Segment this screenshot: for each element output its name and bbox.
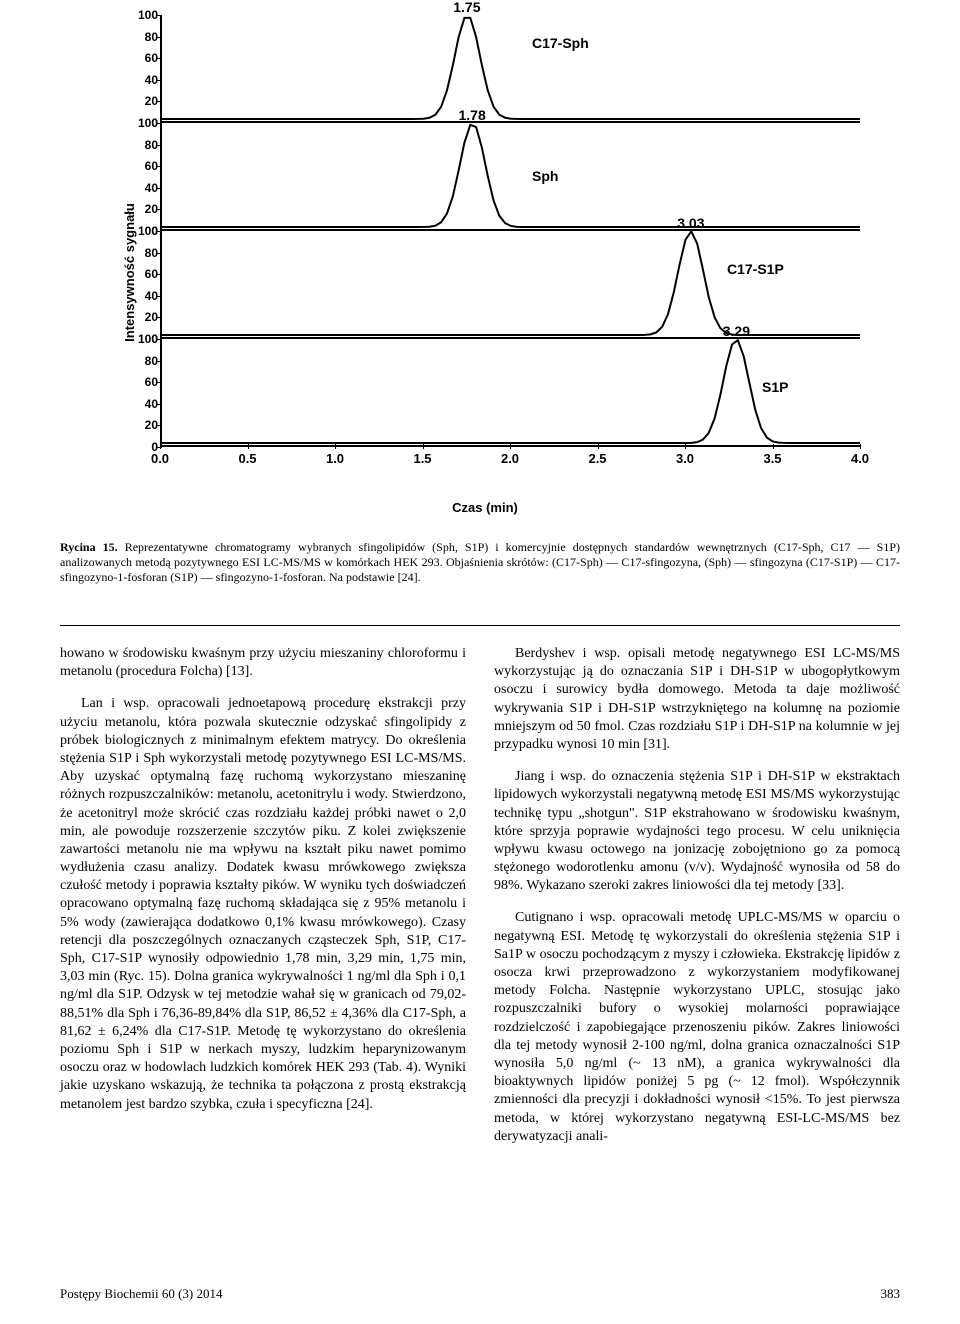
x-tick-label: 2.5 <box>588 451 606 466</box>
x-tick-label: 3.5 <box>763 451 781 466</box>
y-tick-label: 40 <box>130 397 158 411</box>
y-tick-label: 20 <box>130 202 158 216</box>
x-tick-label: 1.0 <box>326 451 344 466</box>
x-tick-label: 2.0 <box>501 451 519 466</box>
x-axis-label: Czas (min) <box>452 500 518 515</box>
y-tick-label: 20 <box>130 94 158 108</box>
body-paragraph: Jiang i wsp. do oznaczenia stężenia S1P … <box>494 768 900 895</box>
x-tick-label: 0.5 <box>238 451 256 466</box>
divider <box>60 625 900 626</box>
y-tick-label: 80 <box>130 246 158 260</box>
chromatogram-figure: Intensywność sygnału 0204060801001.75C17… <box>100 10 870 520</box>
y-tick-label: 40 <box>130 181 158 195</box>
y-tick-label: 100 <box>130 8 158 22</box>
retention-time-label: 1.75 <box>453 0 480 15</box>
y-tick-label: 80 <box>130 138 158 152</box>
y-tick-label: 60 <box>130 267 158 281</box>
figure-caption-text: Reprezentatywne chromatogramy wybranych … <box>60 540 900 584</box>
y-tick-label: 60 <box>130 159 158 173</box>
x-tick-label: 4.0 <box>851 451 869 466</box>
chromatogram-panel: 0204060801003.29S1P <box>160 339 860 447</box>
y-tick-label: 60 <box>130 375 158 389</box>
series-label: S1P <box>762 379 788 395</box>
left-column: howano w środowisku kwaśnym przy użyciu … <box>60 645 466 1160</box>
chromatogram-panel: 0204060801001.78Sph <box>160 123 860 231</box>
body-paragraph: howano w środowisku kwaśnym przy użyciu … <box>60 645 466 681</box>
x-tick-label: 1.5 <box>413 451 431 466</box>
y-tick-label: 20 <box>130 418 158 432</box>
figure-number: Rycina 15. <box>60 540 118 554</box>
y-tick-label: 40 <box>130 289 158 303</box>
y-tick-label: 100 <box>130 224 158 238</box>
y-tick-label: 80 <box>130 354 158 368</box>
body-paragraph: Berdyshev i wsp. opisali metodę negatywn… <box>494 645 900 754</box>
y-tick-label: 80 <box>130 30 158 44</box>
footer-page-number: 383 <box>881 1286 901 1302</box>
footer-journal: Postępy Biochemii 60 (3) 2014 <box>60 1286 223 1302</box>
series-label: C17-S1P <box>727 261 784 277</box>
y-tick-label: 60 <box>130 51 158 65</box>
series-label: Sph <box>532 168 558 184</box>
x-tick-label: 0.0 <box>151 451 169 466</box>
right-column: Berdyshev i wsp. opisali metodę negatywn… <box>494 645 900 1160</box>
retention-time-label: 1.78 <box>459 107 486 123</box>
y-tick-label: 100 <box>130 116 158 130</box>
chromatogram-panel: 0204060801003.03C17-S1P <box>160 231 860 339</box>
page-footer: Postępy Biochemii 60 (3) 2014 383 <box>60 1286 900 1302</box>
figure-caption: Rycina 15. Reprezentatywne chromatogramy… <box>60 540 900 585</box>
chromatogram-panel: 0204060801001.75C17-Sph <box>160 15 860 123</box>
body-columns: howano w środowisku kwaśnym przy użyciu … <box>60 645 900 1160</box>
y-tick-label: 40 <box>130 73 158 87</box>
body-paragraph: Cutignano i wsp. opracowali metodę UPLC-… <box>494 909 900 1145</box>
retention-time-label: 3.03 <box>677 215 704 231</box>
y-tick-label: 20 <box>130 310 158 324</box>
series-label: C17-Sph <box>532 35 589 51</box>
retention-time-label: 3.29 <box>723 323 750 339</box>
x-tick-label: 3.0 <box>676 451 694 466</box>
body-paragraph: Lan i wsp. opracowali jednoetapową proce… <box>60 695 466 1113</box>
y-tick-label: 100 <box>130 332 158 346</box>
